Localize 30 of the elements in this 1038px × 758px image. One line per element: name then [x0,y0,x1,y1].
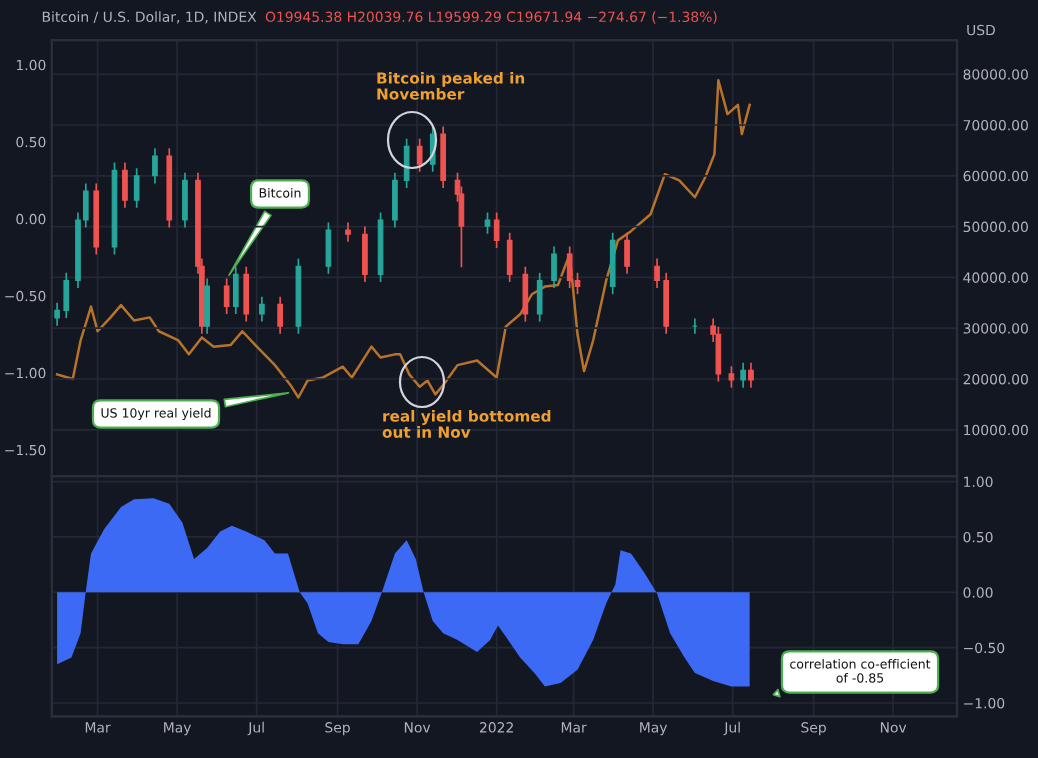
candlestick [536,271,543,323]
candlestick [325,221,332,275]
candlestick [624,231,630,275]
candlestick [522,265,529,323]
candlestick [403,137,410,189]
candlestick [362,225,368,283]
candlestick [609,231,616,296]
candlestick [566,245,573,289]
candlestick [728,365,735,389]
candlestick [122,161,128,209]
candlestick [259,295,265,323]
candlestick [243,265,250,323]
candlestick [133,167,140,209]
candlestick [715,325,722,383]
candlestick [506,231,513,283]
candlestick [182,171,188,229]
candlestick [740,361,746,389]
candlestick [416,137,423,173]
candlestick [440,125,447,189]
candlestick [493,211,500,249]
candlestick [223,277,230,315]
candlestick [232,265,239,315]
candlestick [748,361,754,389]
candlestick [277,295,283,335]
candlestick [345,221,351,243]
candlestick [551,245,557,289]
candlestick [484,211,491,235]
candlestick [152,147,158,185]
candlestick [392,171,398,229]
candlestick [204,277,210,335]
